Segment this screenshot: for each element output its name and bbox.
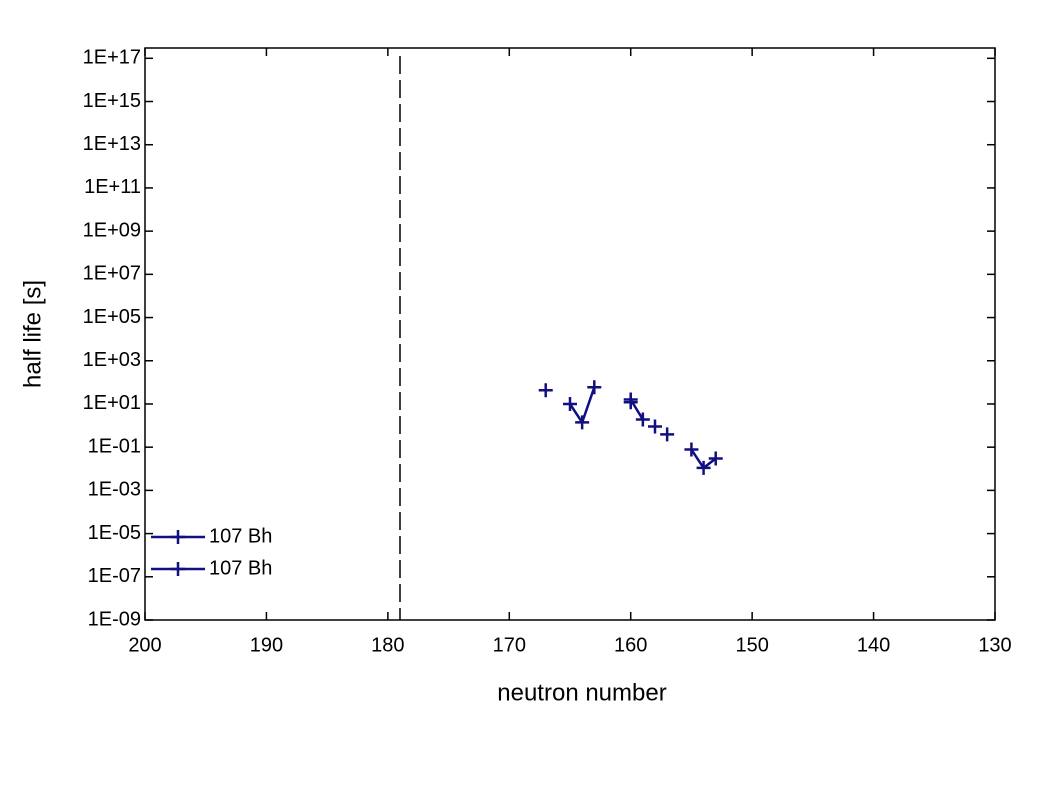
x-tick-label: 160 — [614, 634, 647, 656]
y-tick-label: 1E-09 — [88, 608, 141, 630]
x-tick-label: 150 — [735, 634, 768, 656]
y-tick-label: 1E+03 — [83, 349, 141, 371]
data-point — [684, 442, 699, 457]
x-tick-label: 130 — [978, 634, 1011, 656]
plot-frame — [144, 47, 996, 621]
data-point — [696, 460, 711, 475]
y-tick-label: 1E+11 — [84, 176, 141, 198]
y-tick-label: 1E+07 — [83, 263, 141, 285]
y-tick-label: 1E+15 — [83, 90, 141, 112]
x-tick-label: 200 — [128, 634, 161, 656]
x-tick-label: 140 — [857, 634, 890, 656]
data-point — [575, 415, 590, 430]
data-point — [538, 383, 553, 398]
y-tick-label: 1E+05 — [83, 306, 141, 328]
legend-label: 107 Bh — [209, 557, 272, 579]
data-point — [648, 419, 662, 434]
y-tick-label: 1E-05 — [88, 522, 141, 544]
y-tick-label: 1E-07 — [88, 565, 141, 587]
y-tick-label: 1E-01 — [88, 435, 141, 457]
x-tick-label: 180 — [371, 634, 404, 656]
y-tick-label: 1E+09 — [83, 219, 141, 241]
y-axis-label: half life [s] — [19, 280, 46, 388]
x-tick-label: 190 — [250, 634, 283, 656]
data-point — [563, 396, 577, 411]
x-tick-label: 170 — [493, 634, 526, 656]
series-line — [568, 386, 717, 470]
data-point — [587, 380, 602, 395]
legend-label: 107 Bh — [209, 525, 272, 547]
y-tick-label: 1E+01 — [83, 392, 141, 414]
data-point — [635, 412, 650, 427]
y-tick-label: 1E-03 — [88, 479, 141, 501]
legend-marker — [171, 530, 185, 544]
y-tick-label: 1E+17 — [83, 47, 141, 69]
data-point — [623, 395, 638, 410]
legend-marker — [171, 562, 185, 576]
x-axis-label: neutron number — [497, 679, 666, 706]
y-tick-label: 1E+13 — [83, 133, 141, 155]
data-point — [660, 427, 675, 442]
data-point — [708, 451, 723, 466]
